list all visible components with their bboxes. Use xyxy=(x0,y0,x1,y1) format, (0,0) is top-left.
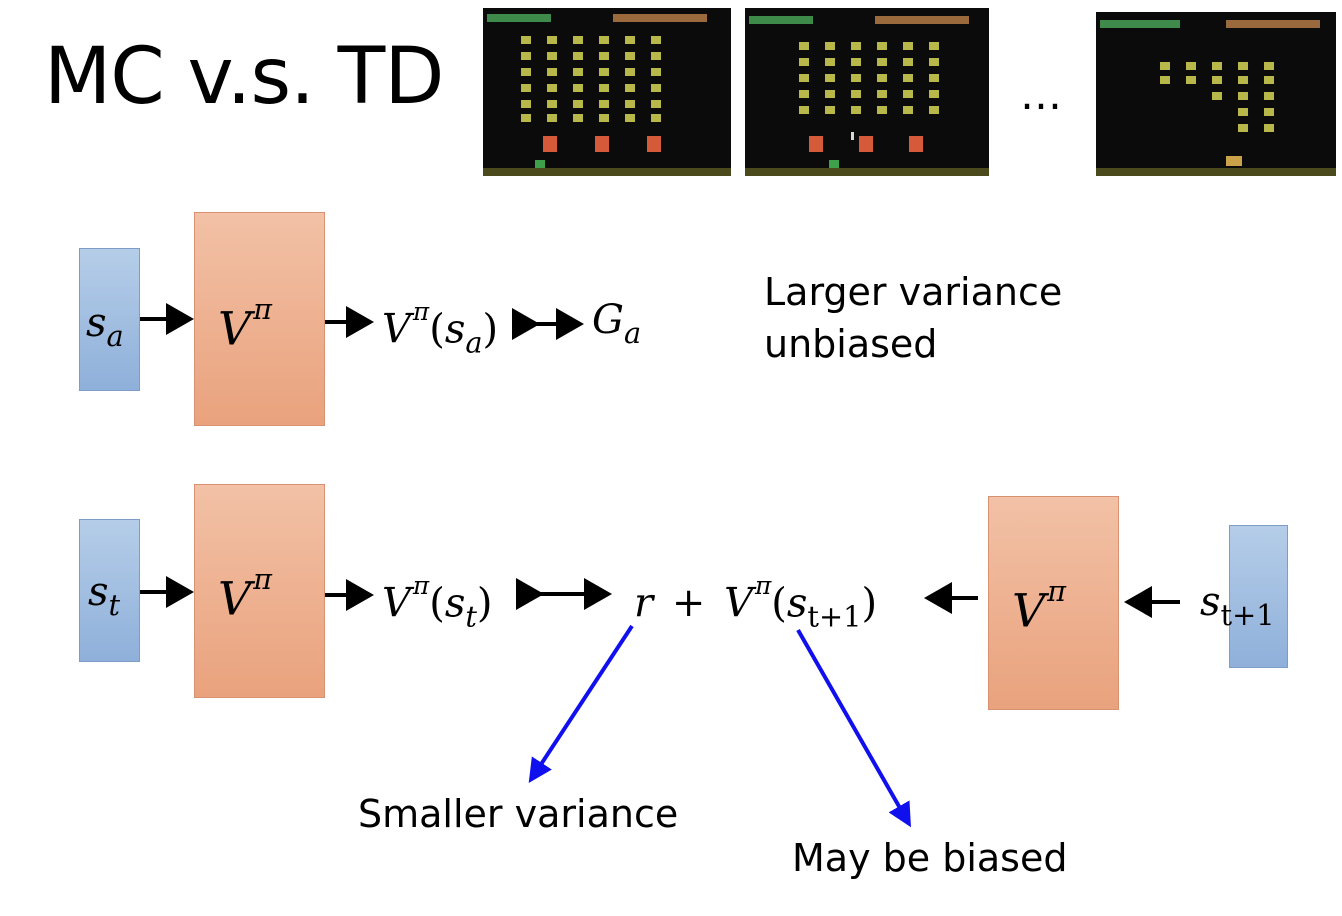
value-network-td-label: Vπ xyxy=(218,563,272,626)
td-reward: r xyxy=(634,580,654,627)
mc-value-expression: Vπ(sa) xyxy=(382,297,499,360)
mc-note-bias: unbiased xyxy=(764,321,938,366)
td-target-expression: r + Vπ(st+1) xyxy=(634,571,878,634)
mc-note-variance: Larger variance xyxy=(764,270,1063,314)
state-box-sa xyxy=(79,248,140,391)
mc-note: Larger variance unbiased xyxy=(764,270,1062,367)
td-plus: + xyxy=(671,580,706,627)
mc-return-target: Ga xyxy=(592,297,642,351)
game-screenshot-1 xyxy=(483,8,731,176)
state-box-st1 xyxy=(1229,525,1288,668)
value-network-td xyxy=(194,484,325,698)
td-note-reward: Smaller variance xyxy=(358,792,679,836)
state-box-st xyxy=(79,519,140,662)
game-screenshot-3 xyxy=(1096,12,1336,176)
blue-arrow-next-value xyxy=(796,629,911,828)
blue-arrow-reward xyxy=(528,624,634,784)
state-st-label: st xyxy=(88,569,121,623)
value-network-mc-label: Vπ xyxy=(218,293,272,356)
td-value-expression: Vπ(st) xyxy=(382,571,493,634)
value-network-mc xyxy=(194,212,325,426)
value-network-td-next-label: Vπ xyxy=(1012,575,1066,638)
state-sa-label: sa xyxy=(86,300,124,354)
td-note-next: May be biased xyxy=(792,836,1068,880)
slide-title: MC v.s. TD xyxy=(44,32,444,122)
state-st1-label: st+1 xyxy=(1200,579,1275,633)
ellipsis: … xyxy=(1020,70,1062,119)
value-network-td-next xyxy=(988,496,1119,710)
game-screenshot-2 xyxy=(745,8,989,176)
